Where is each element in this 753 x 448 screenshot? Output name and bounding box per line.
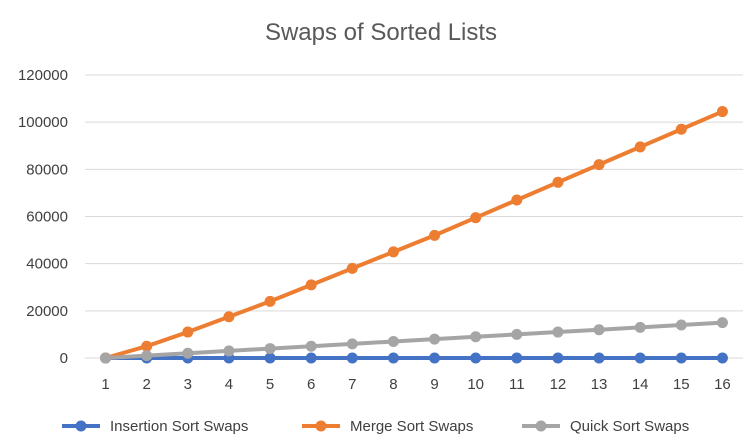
data-point (264, 352, 276, 364)
data-point (470, 352, 482, 364)
data-point (387, 335, 399, 347)
x-tick-label: 12 (550, 376, 567, 393)
data-point (346, 352, 358, 364)
data-point (387, 352, 399, 364)
chart-title: Swaps of Sorted Lists (265, 19, 497, 46)
gridlines (85, 74, 743, 359)
data-point (429, 352, 441, 364)
legend: Insertion Sort Swaps Merge Sort Swaps Quic… (62, 418, 689, 435)
y-tick-label: 80000 (26, 161, 68, 178)
data-point (716, 352, 728, 364)
series-line (103, 320, 725, 360)
data-point (346, 262, 358, 274)
series (100, 106, 728, 364)
data-point (675, 319, 687, 331)
data-point (141, 340, 153, 352)
y-tick-label: 20000 (26, 303, 68, 320)
data-point (593, 352, 605, 364)
legend-swatch-marker (315, 420, 327, 432)
data-point (634, 141, 646, 153)
data-point (634, 321, 646, 333)
x-tick-label: 11 (509, 376, 525, 393)
x-tick-label: 8 (389, 376, 397, 393)
data-point (552, 326, 564, 338)
legend-item: Insertion Sort Swaps (62, 418, 248, 435)
x-tick-label: 13 (591, 376, 608, 393)
legend-item: Merge Sort Swaps (302, 418, 473, 435)
x-tick-label: 14 (632, 376, 649, 393)
data-point (511, 194, 523, 206)
series-2 (100, 317, 728, 364)
data-point (305, 340, 317, 352)
data-point (429, 333, 441, 345)
legend-label: Quick Sort Swaps (570, 418, 689, 435)
x-tick-label: 1 (101, 376, 109, 393)
x-tick-label: 15 (673, 376, 690, 393)
y-tick-label: 100000 (18, 114, 68, 131)
y-tick-label: 40000 (26, 256, 68, 273)
data-point (552, 176, 564, 188)
x-tick-label: 2 (143, 376, 151, 393)
x-tick-label: 5 (266, 376, 274, 393)
data-point (223, 345, 235, 357)
data-point (100, 352, 112, 364)
data-point (593, 324, 605, 336)
data-point (593, 159, 605, 171)
y-tick-label: 120000 (18, 67, 68, 84)
legend-label: Insertion Sort Swaps (110, 418, 248, 435)
y-tick-label: 60000 (26, 209, 68, 226)
legend-item: Quick Sort Swaps (522, 418, 689, 435)
legend-swatch-marker (535, 420, 547, 432)
y-tick-label: 0 (60, 350, 68, 367)
x-tick-label: 16 (714, 376, 731, 393)
y-axis-ticks: 0 20000 40000 60000 80000 100000 120000 (18, 67, 68, 367)
data-point (182, 326, 194, 338)
series-line (103, 109, 725, 360)
legend-label: Merge Sort Swaps (350, 418, 473, 435)
x-tick-label: 3 (184, 376, 192, 393)
data-point (511, 352, 523, 364)
x-tick-label: 6 (307, 376, 315, 393)
data-point (305, 279, 317, 291)
x-tick-label: 7 (348, 376, 356, 393)
data-point (675, 123, 687, 135)
x-axis-ticks: 1 2 3 4 5 6 7 8 9 10 11 12 13 14 15 16 (101, 376, 730, 393)
data-point (511, 328, 523, 340)
data-point (182, 347, 194, 359)
legend-swatch-marker (75, 420, 87, 432)
data-point (264, 295, 276, 307)
data-point (470, 212, 482, 224)
data-point (429, 229, 441, 241)
data-point (264, 343, 276, 355)
data-point (223, 311, 235, 323)
data-point (387, 246, 399, 258)
data-point (716, 106, 728, 118)
data-point (552, 352, 564, 364)
x-tick-label: 10 (467, 376, 484, 393)
series-1 (100, 106, 728, 364)
data-point (716, 317, 728, 329)
data-point (675, 352, 687, 364)
data-point (634, 352, 646, 364)
data-point (470, 331, 482, 343)
data-point (141, 350, 153, 362)
data-point (305, 352, 317, 364)
data-point (346, 338, 358, 350)
x-tick-label: 4 (225, 376, 233, 393)
x-tick-label: 9 (430, 376, 438, 393)
